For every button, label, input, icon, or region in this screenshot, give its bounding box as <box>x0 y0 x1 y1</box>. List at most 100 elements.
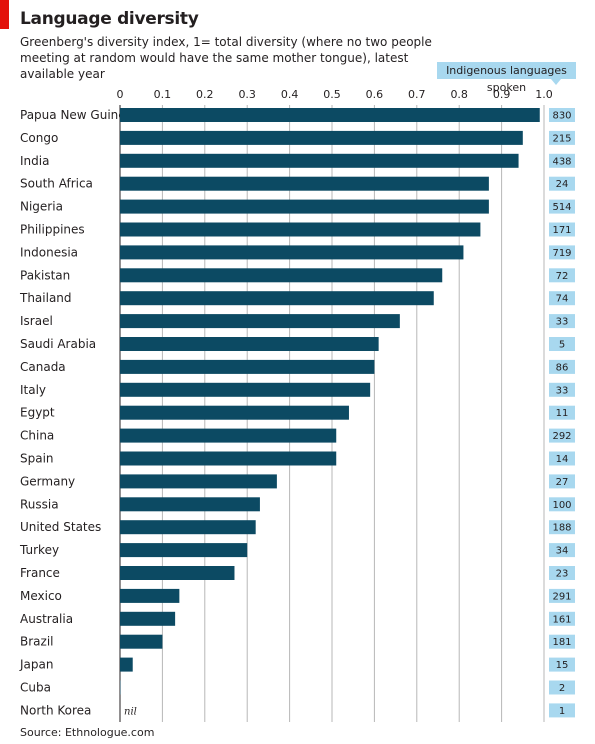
bar <box>120 543 248 558</box>
languages-box <box>549 245 575 260</box>
languages-box <box>549 703 575 718</box>
languages-count: 86 <box>556 362 569 373</box>
category-label: Australia <box>20 612 73 626</box>
languages-box <box>549 611 575 626</box>
languages-count: 438 <box>552 156 571 167</box>
category-label: Turkey <box>19 543 59 557</box>
category-label: Germany <box>20 474 75 488</box>
category-label: South Africa <box>20 177 93 191</box>
languages-count: 15 <box>556 660 569 671</box>
bar <box>120 588 180 603</box>
bar <box>120 657 133 672</box>
category-label: Congo <box>20 131 58 145</box>
languages-count: 830 <box>552 111 571 122</box>
chart-title: Language diversity <box>20 9 199 29</box>
category-label: Japan <box>19 658 53 672</box>
bar <box>120 520 256 535</box>
languages-count: 2 <box>559 683 565 694</box>
languages-box <box>549 680 575 695</box>
category-label: North Korea <box>20 703 91 717</box>
languages-count: 100 <box>552 500 571 511</box>
languages-count: 181 <box>552 637 571 648</box>
category-label: Saudi Arabia <box>20 337 96 351</box>
languages-box <box>549 657 575 672</box>
x-tick-label: 0.5 <box>323 88 341 101</box>
source-note: Source: Ethnologue.com <box>20 726 155 739</box>
value-label: nil <box>124 706 137 717</box>
category-label: China <box>20 429 54 443</box>
languages-box <box>549 314 575 329</box>
bar <box>120 428 337 443</box>
category-label: Pakistan <box>20 268 70 282</box>
category-label: India <box>20 154 49 168</box>
bar <box>120 497 260 512</box>
languages-count: 171 <box>552 225 571 236</box>
legend-pointer-icon <box>551 79 561 85</box>
bar <box>120 222 481 237</box>
languages-count: 27 <box>556 477 569 488</box>
bar <box>120 337 379 351</box>
languages-box <box>549 130 575 145</box>
languages-box <box>549 199 575 214</box>
x-tick-label: 0.8 <box>450 88 468 101</box>
languages-count: 72 <box>556 271 569 282</box>
languages-count: 23 <box>556 569 569 580</box>
category-label: Papua New Guinea <box>20 108 133 122</box>
x-tick-label: 0.1 <box>154 88 172 101</box>
languages-count: 11 <box>556 408 569 419</box>
languages-box <box>549 337 575 351</box>
category-label: United States <box>20 520 101 534</box>
bar <box>120 199 489 214</box>
languages-box <box>549 474 575 489</box>
bar <box>120 382 371 397</box>
languages-count: 514 <box>552 202 571 213</box>
languages-box <box>549 382 575 397</box>
languages-count: 292 <box>552 431 571 442</box>
category-label: France <box>20 566 60 580</box>
languages-box <box>549 405 575 420</box>
languages-box <box>549 222 575 237</box>
x-tick-label: 1.0 <box>535 88 553 101</box>
bar <box>120 268 443 283</box>
languages-box <box>549 497 575 512</box>
languages-count: 291 <box>552 591 571 602</box>
bar <box>120 153 519 168</box>
category-label: Nigeria <box>20 200 63 214</box>
languages-box <box>549 428 575 443</box>
languages-count: 33 <box>556 317 569 328</box>
bar <box>120 634 163 649</box>
languages-box <box>549 543 575 558</box>
bar <box>120 314 400 329</box>
languages-count: 14 <box>556 454 569 465</box>
bar <box>120 359 375 374</box>
languages-count: 215 <box>552 133 571 144</box>
languages-box <box>549 153 575 168</box>
languages-box <box>549 176 575 191</box>
languages-box <box>549 520 575 535</box>
languages-count: 34 <box>556 546 569 557</box>
languages-box <box>549 291 575 306</box>
category-label: Spain <box>20 452 54 466</box>
category-label: Russia <box>20 497 59 511</box>
languages-box <box>549 108 575 122</box>
brand-red-tab <box>0 0 9 29</box>
bar <box>120 451 337 466</box>
bar <box>120 130 523 145</box>
category-label: Brazil <box>20 635 54 649</box>
x-tick-label: 0.9 <box>493 88 511 101</box>
languages-box <box>549 588 575 603</box>
languages-legend-label: Indigenous languages spoken <box>437 62 576 94</box>
category-label: Egypt <box>20 406 55 420</box>
languages-count: 24 <box>556 179 569 190</box>
languages-count: 188 <box>552 523 571 534</box>
bar <box>120 176 489 191</box>
category-label: Mexico <box>20 589 62 603</box>
category-label: Israel <box>20 314 53 328</box>
languages-box <box>549 359 575 374</box>
bar <box>120 566 235 580</box>
bar <box>120 245 464 260</box>
x-tick-label: 0.3 <box>238 88 256 101</box>
x-tick-label: 0.2 <box>196 88 214 101</box>
languages-count: 719 <box>552 248 571 259</box>
